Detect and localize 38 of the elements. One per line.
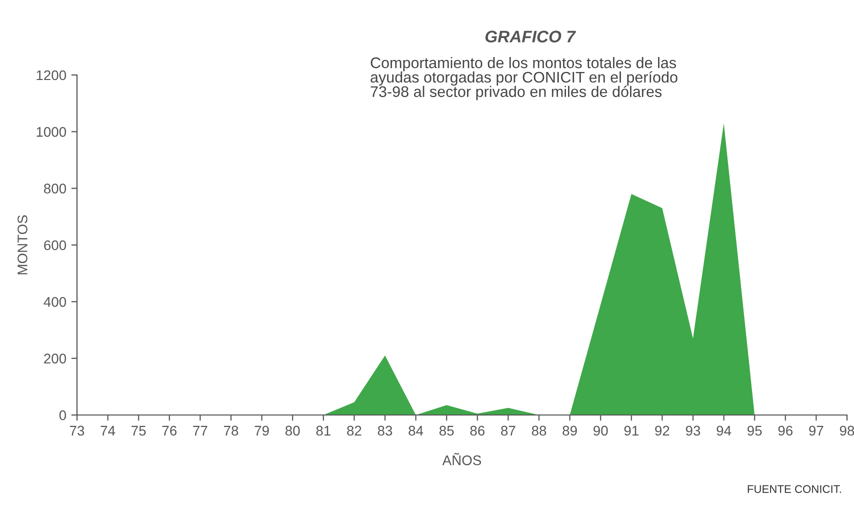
x-tick-label: 79: [254, 426, 269, 436]
y-tick-label: 0: [59, 410, 66, 420]
chart-subtitle: Comportamiento de los montos totales de las ayudas otorgadas por CONICIT en el período 73-98 al sector privado en miles de dólares: [370, 57, 678, 100]
y-tick-label: 600: [44, 240, 66, 250]
x-tick-label: 93: [686, 426, 700, 436]
x-tick-label: 87: [501, 426, 516, 436]
x-tick-label: 89: [562, 426, 577, 436]
chart-title: GRAFICO 7: [485, 30, 576, 42]
x-tick-label: 85: [439, 426, 454, 436]
x-tick-label: 90: [594, 426, 608, 436]
x-tick-label: 91: [624, 426, 638, 436]
y-axis-title: MONTOS: [18, 215, 28, 274]
x-tick-label: 94: [716, 426, 732, 436]
y-tick-label: 400: [44, 297, 66, 307]
x-tick-label: 95: [748, 426, 762, 436]
y-tick-label: 1000: [36, 127, 66, 137]
y-tick-label: 800: [44, 184, 66, 194]
x-tick-label: 88: [532, 426, 546, 436]
x-tick-label: 97: [809, 426, 824, 436]
x-tick-label: 83: [378, 426, 392, 436]
source-note: FUENTE CONICIT.: [748, 485, 841, 493]
y-tick-label: 200: [44, 354, 66, 364]
x-tick-label: 80: [285, 426, 300, 436]
x-tick-label: 78: [224, 426, 238, 436]
x-tick-label: 82: [347, 426, 362, 436]
x-tick-label: 84: [408, 426, 424, 436]
y-tick-label: 1200: [36, 70, 66, 80]
x-tick-label: 74: [100, 426, 116, 436]
x-tick-label: 81: [316, 426, 330, 436]
x-tick-label: 92: [655, 426, 670, 436]
x-tick-label: 96: [778, 426, 793, 436]
x-tick-label: 77: [193, 426, 208, 436]
x-tick-label: 75: [132, 426, 146, 436]
x-tick-label: 73: [70, 426, 84, 436]
x-axis-title: AÑOS: [442, 452, 482, 466]
x-tick-label: 76: [162, 426, 177, 436]
x-tick-label: 98: [840, 426, 854, 436]
x-tick-label: 86: [470, 426, 485, 436]
